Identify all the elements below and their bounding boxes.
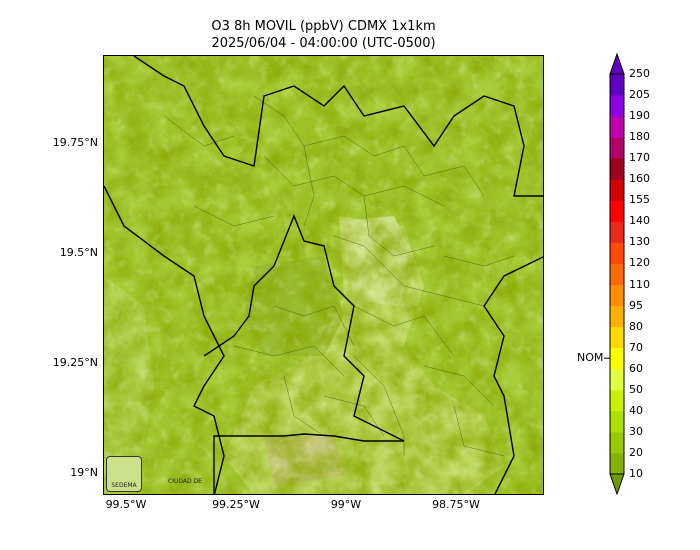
colorbar-segment bbox=[610, 242, 624, 264]
lat-label-19-75: 19.75°N bbox=[52, 136, 98, 149]
colorbar-segment bbox=[610, 347, 624, 370]
colorbar-extend-high bbox=[609, 52, 625, 75]
colorbar-segment bbox=[610, 221, 624, 243]
colorbar-tick-label: 160 bbox=[629, 172, 650, 186]
colorbar-segment bbox=[610, 74, 624, 96]
lon-label-99-5: 99.5°W bbox=[105, 498, 147, 511]
colorbar-segment bbox=[610, 410, 624, 433]
colorbar-tick-label: 205 bbox=[629, 88, 650, 102]
cdmx-logo: CIUDAD DE MÉXICO bbox=[168, 478, 202, 485]
colorbar-segment bbox=[610, 431, 624, 454]
municipal-boundaries bbox=[163, 95, 515, 457]
lat-label-19-5: 19.5°N bbox=[59, 246, 98, 259]
colorbar-segment bbox=[610, 263, 624, 286]
lat-label-19-25: 19.25°N bbox=[52, 356, 98, 369]
lat-label-19: 19°N bbox=[70, 466, 98, 479]
colorbar-segment bbox=[610, 368, 624, 391]
map-title: O3 8h MOVIL (ppbV) CDMX 1x1km bbox=[211, 19, 436, 34]
lon-label-99-25: 99.25°W bbox=[212, 498, 260, 511]
colorbar-tick-label: 95 bbox=[629, 298, 643, 312]
colorbar-segment bbox=[610, 305, 624, 328]
colorbar-segment bbox=[610, 452, 624, 475]
colorbar-segment bbox=[610, 116, 624, 138]
colorbar bbox=[604, 52, 625, 496]
colorbar-tick-label: 10 bbox=[629, 467, 643, 480]
colorbar-tick-label: 190 bbox=[629, 109, 650, 123]
map-subtitle: 2025/06/04 - 04:00:00 (UTC-0500) bbox=[211, 36, 436, 51]
colorbar-tick-label: 130 bbox=[629, 235, 650, 249]
colorbar-segment bbox=[610, 200, 624, 222]
sedema-logo: SEDEMA bbox=[106, 456, 142, 492]
lon-label-98-75: 98.75°W bbox=[432, 498, 480, 511]
colorbar-frame bbox=[609, 73, 625, 475]
colorbar-tick-label: 170 bbox=[629, 151, 650, 165]
colorbar-segment bbox=[610, 95, 624, 117]
colorbar-tick-label: 140 bbox=[629, 214, 650, 228]
colorbar-tick-label: 70 bbox=[629, 340, 643, 354]
colorbar-tick-label: 110 bbox=[629, 277, 650, 291]
map-plot-area: SEDEMA CIUDAD DE MÉXICO bbox=[103, 55, 544, 495]
colorbar-tick-label: 30 bbox=[629, 424, 643, 438]
colorbar-tick-label: 250 bbox=[629, 67, 650, 80]
colorbar-segment bbox=[610, 137, 624, 159]
lon-label-99: 99°W bbox=[330, 498, 362, 511]
terrain-highlights bbox=[104, 56, 543, 494]
colorbar-tick-label: 60 bbox=[629, 361, 643, 375]
colorbar-segment bbox=[610, 179, 624, 201]
colorbar-segment bbox=[610, 284, 624, 307]
colorbar-tick-label: 20 bbox=[629, 445, 643, 459]
colorbar-segment bbox=[610, 158, 624, 180]
colorbar-tick-label: 155 bbox=[629, 193, 650, 207]
concentration-map bbox=[104, 56, 543, 494]
colorbar-tick-label: 120 bbox=[629, 256, 650, 270]
colorbar-tick-label: 50 bbox=[629, 382, 643, 396]
colorbar-segment bbox=[610, 326, 624, 349]
colorbar-segment bbox=[610, 389, 624, 412]
state-boundaries bbox=[104, 56, 543, 494]
colorbar-tick-label: 80 bbox=[629, 319, 643, 333]
colorbar-extend-low bbox=[609, 473, 625, 496]
colorbar-tick-label: 40 bbox=[629, 403, 643, 417]
colorbar-tick-label: 180 bbox=[629, 130, 650, 144]
nom-label: NOM bbox=[577, 351, 604, 365]
